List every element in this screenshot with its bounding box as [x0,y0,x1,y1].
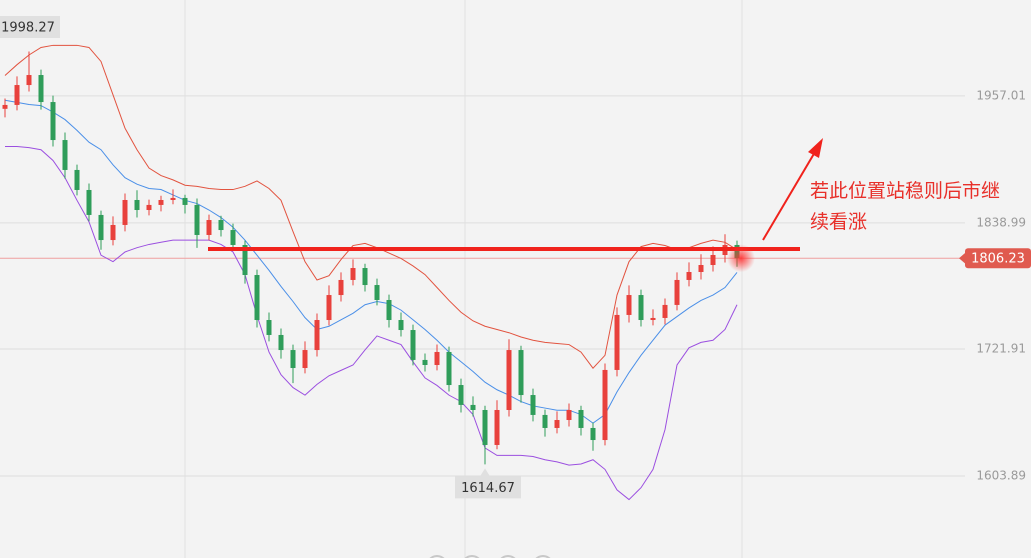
candle-body [518,350,524,396]
candle-body [206,220,212,235]
candle-body [470,404,476,410]
price-tag: 1806.23 [971,252,1025,267]
candle-body [26,75,32,86]
candle-body [110,224,116,241]
candle-body [2,104,8,109]
candle-body [170,197,176,200]
candle-body [530,395,536,415]
y-tick-label: 1838.99 [976,215,1026,229]
candle-body [674,279,680,305]
candle-body [506,350,512,410]
price-tag-bg [965,248,1031,269]
annotation-line: 续看涨 [810,211,868,233]
candle-body [194,204,200,235]
min-label: 1614.67 [461,481,515,496]
arrow-shaft [762,151,816,241]
band-line [4,99,738,424]
candle-body [434,351,440,366]
candle-body [542,414,548,428]
y-tick-label: 1957.01 [976,88,1026,102]
candle-body [494,409,500,445]
candle-body [158,199,164,205]
last-glow [727,244,755,273]
y-tick-label: 1603.89 [976,468,1026,482]
candle-body [566,409,572,421]
max-label-bg [0,16,60,38]
candle-body [86,189,92,215]
candle-body [242,244,248,276]
candle-body [422,359,428,366]
candle-body [98,214,104,241]
min-label-bg [455,476,521,499]
candle-body [458,385,464,405]
candle-body [350,268,356,280]
candle-body [182,197,188,205]
candle-body [290,350,296,369]
max-label: 1998.27 [1,21,55,36]
candle-body [650,317,656,321]
candle-body [626,295,632,315]
candle-body [446,351,452,386]
band-line [5,145,738,501]
candle-body [278,334,284,351]
candle-body [374,285,380,300]
price-tag-pointer [959,252,966,265]
candle-body [710,254,716,266]
y-tick-label: 1721.91 [976,341,1026,355]
candle-body [602,369,608,441]
min-label-pointer [480,468,490,477]
candle-body [50,102,56,141]
candle-body [386,299,392,321]
candle-body [302,350,308,369]
candle-body [254,275,260,321]
candle-body [62,140,68,170]
candle-body [578,409,584,428]
annotation-line: 若此位置站稳则后市继 [810,180,1001,202]
arrow-head [808,138,823,158]
candle-body [38,75,44,103]
candle-body [554,420,560,428]
candle-body [218,220,224,231]
annotation: 若此位置站稳则后市继 续看涨 [810,176,1000,238]
bottom-buttons [429,555,551,558]
candle-body [614,314,620,370]
candle-body [14,85,20,105]
candle-body [686,272,692,280]
candle-body [398,320,404,331]
candle-body [410,330,416,360]
candle-body [638,295,644,321]
band-line [4,44,738,370]
candle-body [590,427,596,441]
candle-body [338,279,344,296]
candle-body [314,320,320,351]
candle-body [482,409,488,445]
candle-body [266,320,272,335]
candle-body [122,199,128,225]
candle-body [146,204,152,211]
candle-body [230,230,236,245]
candle-body [662,304,668,318]
candle-body [362,268,368,286]
candle-body [74,169,80,190]
candle-body [698,265,704,273]
candle-body [134,199,140,211]
candle-body [326,295,332,321]
